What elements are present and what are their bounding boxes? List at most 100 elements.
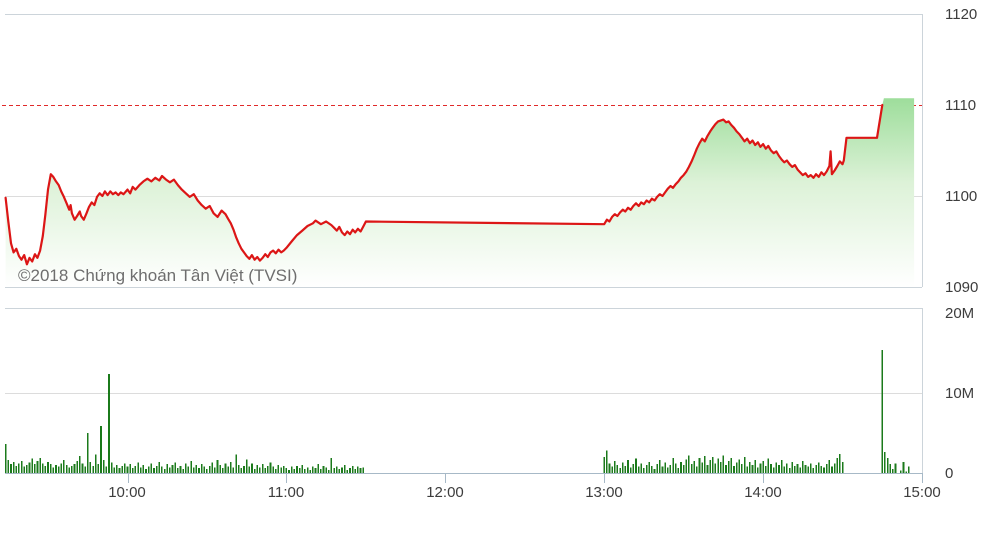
volume-bar xyxy=(92,465,94,473)
volume-bar xyxy=(730,457,733,473)
volume-bar xyxy=(84,466,86,473)
volume-bar xyxy=(659,460,661,473)
volume-bar xyxy=(100,425,102,473)
volume-bar xyxy=(272,466,274,473)
volume-bar xyxy=(163,469,166,473)
volume-bar xyxy=(31,458,33,473)
volume-bar xyxy=(269,462,272,473)
volume-bar xyxy=(894,463,897,473)
volume-bar xyxy=(749,461,751,473)
time-axis-label: 10:00 xyxy=(108,484,146,501)
volume-bar xyxy=(259,467,261,473)
price-axis-label: 1090 xyxy=(945,279,979,296)
volume-bar xyxy=(629,467,632,473)
volume-bar xyxy=(301,465,304,473)
volume-bar xyxy=(227,466,229,473)
volume-bar xyxy=(267,465,269,473)
volume-bar xyxy=(134,465,137,473)
volume-bar xyxy=(206,469,208,473)
volume-bar xyxy=(105,466,108,473)
volume-bar xyxy=(351,465,354,473)
volume-bar xyxy=(828,460,831,473)
volume-bar xyxy=(277,465,280,473)
volume-bar xyxy=(235,454,237,473)
volume-bar xyxy=(786,463,788,473)
volume-bar xyxy=(778,465,780,473)
volume-bar xyxy=(71,465,73,473)
volume-bar xyxy=(251,463,253,473)
volume-bar xyxy=(190,461,192,473)
volume-bar xyxy=(124,463,126,473)
volume-axis-label: 10M xyxy=(945,385,975,402)
volume-bar xyxy=(139,467,142,473)
volume-bar xyxy=(908,466,910,473)
volume-bar xyxy=(240,468,243,473)
volume-bar xyxy=(902,461,905,473)
volume-bar xyxy=(237,465,240,473)
volume-bar xyxy=(682,465,685,473)
volume-bar xyxy=(132,468,134,473)
volume-bar xyxy=(757,467,759,473)
volume-bar xyxy=(216,460,219,473)
volume-bar xyxy=(256,465,259,473)
volume-bar xyxy=(185,463,187,473)
volume-bar xyxy=(833,463,836,473)
volume-bar xyxy=(693,461,695,473)
volume-bar xyxy=(741,464,743,473)
volume-bar xyxy=(333,468,335,473)
volume-bar xyxy=(174,462,176,473)
volume-bar xyxy=(214,467,216,473)
volume-bar xyxy=(153,468,155,473)
volume-bar xyxy=(158,461,161,473)
volume-bar xyxy=(116,465,118,473)
volume-bar xyxy=(317,464,319,473)
volume-bar xyxy=(746,466,748,473)
volume-bar xyxy=(823,467,825,473)
volume-bar xyxy=(831,466,833,473)
volume-bar xyxy=(661,466,664,473)
volume-bar xyxy=(224,463,227,473)
volume-bar xyxy=(97,464,100,473)
volume-bar xyxy=(23,466,25,473)
volume-bar xyxy=(791,461,793,473)
volume-bar xyxy=(219,465,221,473)
volume-bar xyxy=(616,465,619,473)
volume-bar xyxy=(79,456,81,473)
price-axis-label: 1120 xyxy=(945,6,978,23)
volume-bar xyxy=(674,463,677,473)
volume-bar xyxy=(709,460,711,473)
volume-bar xyxy=(171,465,174,473)
volume-bar xyxy=(44,465,47,473)
volume-bar xyxy=(727,461,730,473)
volume-bar xyxy=(89,461,92,473)
volume-bar xyxy=(759,463,762,473)
volume-bar xyxy=(113,467,116,473)
volume-bar xyxy=(614,461,616,473)
volume-bar xyxy=(767,458,770,473)
volume-bar xyxy=(137,462,139,473)
price-axis-label: 1100 xyxy=(945,188,978,205)
volume-bar xyxy=(73,464,76,473)
volume-bar xyxy=(12,461,15,473)
volume-bar xyxy=(147,466,150,473)
volume-bar xyxy=(41,463,44,473)
volume-bar xyxy=(680,461,682,473)
volume-bar xyxy=(261,464,264,473)
volume-bar xyxy=(55,465,57,473)
volume-bar xyxy=(330,457,333,473)
volume-bar xyxy=(248,466,251,473)
volume-bar xyxy=(36,461,39,473)
volume-bar xyxy=(354,469,357,473)
volume-bar xyxy=(15,465,18,473)
volume-bar xyxy=(108,373,110,473)
volume-bar xyxy=(325,467,327,473)
volume-bar xyxy=(640,463,643,473)
volume-bar xyxy=(653,469,656,473)
volume-bar xyxy=(889,464,891,473)
volume-bar xyxy=(102,460,105,473)
volume-bar xyxy=(314,468,317,473)
volume-bar xyxy=(121,465,123,473)
volume-bar xyxy=(208,465,211,473)
volume-bar xyxy=(290,466,293,473)
